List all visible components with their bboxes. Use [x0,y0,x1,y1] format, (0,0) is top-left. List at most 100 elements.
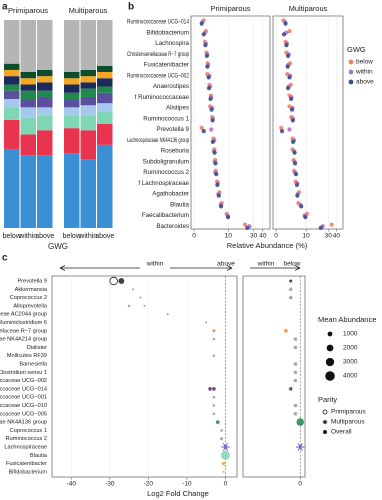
point [131,288,135,291]
x-tick-label: within [18,233,37,240]
point [288,386,293,391]
point [293,403,298,408]
dot [279,129,285,134]
facet-title: Primiparous [210,4,250,13]
dot [203,43,208,48]
point [166,313,169,316]
dot [205,64,210,69]
point [212,354,216,358]
bar-segment [80,105,96,116]
y-tick-label: Mollicutes RF39 [7,353,47,359]
dot [212,150,217,155]
bar-segment [80,159,96,228]
panel-label: a [2,2,8,13]
bar-segment [20,99,36,108]
bar-segment [20,117,36,135]
dot [242,222,248,227]
bar-segment [97,144,113,228]
dot [285,86,291,91]
point [139,296,142,299]
bar-segment [64,107,80,116]
dot [292,161,298,166]
dot [216,193,221,198]
x-tick-label: -10 [182,481,192,488]
bar-segment [97,86,113,93]
bar-segment [4,63,20,70]
bar-segment [4,119,20,149]
legend-label: Primiparous [331,409,366,416]
panel-label: c [2,253,8,264]
dot [285,64,290,69]
legend-label: 2000 [343,345,358,352]
point [296,418,305,426]
bar-segment [37,107,53,116]
bar-segment [37,20,53,70]
legend-label: below [356,59,373,66]
point [221,461,226,466]
legend-label: Overall [331,429,352,436]
y-tick-label: Christensenellaceae R−7 group [127,51,189,58]
point [293,362,298,366]
y-tick-label: Ruminococcaceae UCG−005 [0,411,47,417]
panel-frame [51,275,238,478]
bar-segment [80,69,96,77]
dot [201,129,206,134]
x-tick-label: above [95,233,114,240]
bar-segment [97,78,113,87]
y-tick-label: Lachnospiraceae [4,444,47,450]
direction-label: within [257,261,275,268]
bar-segment [20,107,36,118]
bar-segment [97,111,113,124]
x-tick-label: 0 [274,233,278,240]
point [127,304,131,308]
y-tick-label: Ruminococcus 2 [6,436,47,442]
dot [283,21,288,26]
x-tick-label: 0 [192,233,196,240]
direction-arrow [250,265,301,271]
dot [290,139,296,144]
point [215,420,220,424]
dot [287,127,292,132]
size-key [327,331,333,337]
dot [218,204,224,209]
y-tick-label: Coprococcus 1 [10,428,47,434]
y-tick-label: Lachnospira [155,40,189,47]
bar-segment [4,20,20,64]
point [212,337,216,341]
point [283,328,289,333]
dot [206,86,212,91]
point [293,411,298,416]
bar-segment [4,90,20,100]
y-tick-label: Roseburia [161,148,190,155]
bar-segment [97,72,113,79]
panel-frame [190,15,271,230]
y-tick-label: Alloprevotella [13,303,47,309]
legend-title: GWG [347,45,366,54]
dot [290,118,295,123]
dot [289,107,295,112]
y-tick-label: Clostridium sensu 1 [0,370,47,376]
point [212,395,216,399]
dot [293,172,299,177]
bar-segment [97,20,113,66]
y-tick-label: Lachnospiraceae AC2044 group [0,312,47,318]
point [293,337,298,342]
y-tick-label: Lachnospiraceae NK4A136 group [127,137,189,144]
x-tick-label: 0 [224,481,228,488]
dot [214,172,219,177]
size-key [325,371,335,381]
legend-label: Multiparous [331,419,365,426]
dot [204,53,209,58]
dot [208,96,213,101]
bar-segment [4,148,20,228]
y-tick-label: Blautia [170,201,189,208]
y-tick-label: Ruminococcaceae UCG−014 [127,19,189,26]
legend-swatch [348,79,354,85]
point [212,329,216,333]
point [220,437,224,441]
legend-swatch [322,419,328,425]
point [221,443,230,451]
dot [209,127,214,132]
x-tick-label: 40 [333,233,341,240]
